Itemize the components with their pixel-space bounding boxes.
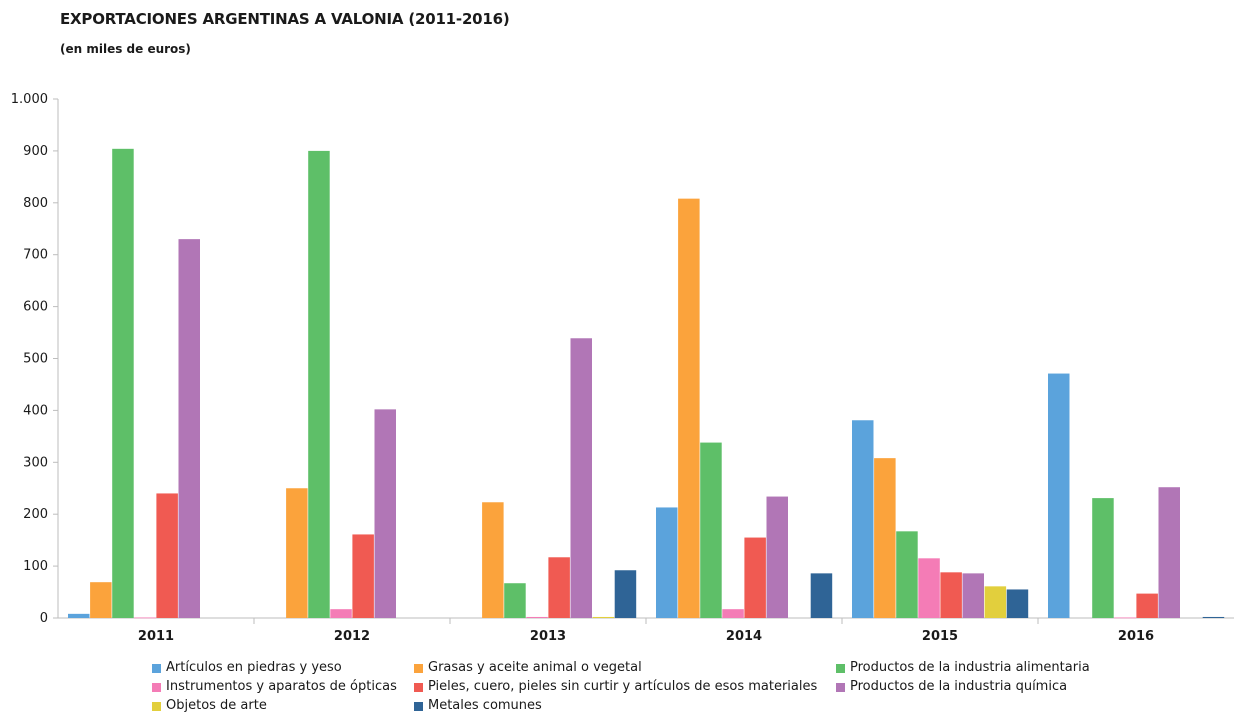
legend-swatch [414, 701, 423, 711]
bar-chart: 0 100 200 300 400 500 600 700 800 900 1.000 2011 201… [11, 92, 1234, 644]
y-tick-label: 800 [23, 196, 48, 211]
bar [1202, 616, 1225, 618]
bar [1114, 617, 1136, 619]
bar [1006, 589, 1029, 618]
bar [90, 582, 112, 618]
legend-label: Grasas y aceite animal o vegetal [428, 660, 642, 675]
x-tick-label: 2012 [334, 629, 370, 644]
x-tick-label: 2014 [726, 629, 762, 644]
legend-label: Metales comunes [428, 698, 542, 713]
bar [482, 502, 504, 618]
chart-subtitle: (en miles de euros) [60, 42, 191, 56]
bar [178, 239, 200, 618]
bar [1092, 498, 1114, 618]
bar [504, 583, 526, 618]
bar [678, 198, 700, 618]
y-tick-label: 600 [23, 300, 48, 315]
y-tick-label: 100 [23, 559, 48, 574]
bar [766, 496, 788, 618]
legend-swatch [152, 663, 161, 673]
bar [874, 458, 896, 618]
bar [744, 537, 766, 618]
bar [700, 442, 722, 618]
bar [352, 534, 374, 618]
bar [1136, 593, 1158, 618]
legend-swatch [152, 701, 161, 711]
legend-item: Pieles, cuero, pieles sin curtir y artíc… [414, 679, 817, 695]
y-tick-label: 900 [23, 144, 48, 159]
bar [1158, 487, 1180, 618]
legend-swatch [414, 682, 423, 692]
bar [984, 586, 1007, 618]
legend-label: Productos de la industria alimentaria [850, 660, 1090, 675]
y-tick-label: 700 [23, 248, 48, 263]
legend-item: Productos de la industria química [836, 679, 1067, 695]
bar [330, 609, 352, 618]
legend-label: Pieles, cuero, pieles sin curtir y artíc… [428, 679, 818, 694]
bar [614, 570, 637, 618]
x-tick-label: 2016 [1118, 629, 1154, 644]
legend-swatch [836, 682, 845, 692]
bar [68, 613, 90, 618]
legend-item: Instrumentos y aparatos de ópticas [152, 679, 397, 695]
y-tick-label: 500 [23, 352, 48, 367]
x-tick-label: 2013 [530, 629, 566, 644]
bar [308, 150, 330, 618]
bar [722, 609, 744, 618]
y-tick-label: 1.000 [11, 92, 48, 107]
legend-item: Grasas y aceite animal o vegetal [414, 660, 642, 676]
bar [918, 558, 940, 618]
y-tick-label: 300 [23, 455, 48, 470]
bar [570, 338, 592, 618]
legend-label: Productos de la industria química [850, 679, 1068, 694]
x-tick-label: 2015 [922, 629, 958, 644]
bar [548, 557, 570, 618]
bar [112, 148, 134, 618]
y-tick-label: 400 [23, 403, 48, 418]
legend-label: Instrumentos y aparatos de ópticas [166, 679, 397, 694]
legend-item: Productos de la industria alimentaria [836, 660, 1090, 676]
bar [526, 616, 548, 618]
legend-label: Objetos de arte [166, 698, 267, 713]
legend-item: Metales comunes [414, 698, 542, 714]
bar [1048, 373, 1070, 618]
legend-item: Objetos de arte [152, 698, 267, 714]
bar [810, 573, 833, 618]
legend-swatch [152, 682, 161, 692]
bar [134, 617, 156, 619]
bar [896, 531, 918, 618]
legend-item: Artículos en piedras y yeso [152, 660, 342, 676]
x-tick-label: 2011 [138, 629, 174, 644]
legend-label: Artículos en piedras y yeso [166, 660, 342, 675]
legend-swatch [836, 663, 845, 673]
bar [962, 573, 984, 618]
bar [852, 420, 874, 618]
bar [592, 616, 615, 618]
bar [286, 488, 308, 618]
legend-swatch [414, 663, 423, 673]
y-tick-label: 200 [23, 507, 48, 522]
chart-title: EXPORTACIONES ARGENTINAS A VALONIA (2011… [60, 10, 510, 28]
bar [656, 507, 678, 618]
bar [940, 572, 962, 618]
y-tick-label: 0 [40, 611, 48, 626]
bar [156, 493, 178, 618]
bar [374, 409, 396, 618]
